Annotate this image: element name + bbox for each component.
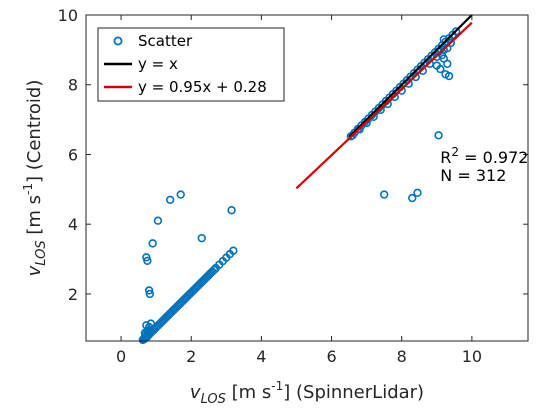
scatter-point [176, 190, 185, 199]
annotation-r2-base: R [440, 148, 451, 167]
scatter-point [140, 328, 150, 338]
y-tick-label: 4 [68, 215, 78, 234]
annotation-n: N = 312 [440, 166, 506, 185]
x-tick-label: 2 [186, 347, 196, 366]
x-tick-label: 10 [462, 347, 482, 366]
scatter-point [443, 59, 452, 69]
y-axis-title-units: [m s [24, 195, 45, 240]
y-tick-label: 2 [68, 285, 78, 304]
scatter-point [209, 265, 219, 275]
annotation-r2: R2 = 0.972 [440, 145, 528, 167]
axes-layer: 0 2 4 6 8 10 2 4 6 8 10 [58, 6, 529, 366]
y-tick-label: 8 [68, 76, 78, 95]
legend-label: y = 0.95x + 0.28 [138, 78, 267, 96]
y-axis-title-sub: LOS [34, 240, 49, 265]
x-axis-title-base: v [190, 382, 201, 403]
annotation-r2-sup: 2 [451, 145, 459, 159]
x-axis-title-sub: LOS [201, 392, 226, 407]
y-axis-title-rest: ] (Centroid) [24, 80, 45, 183]
scatter-point [153, 216, 163, 225]
scatter-point [143, 256, 152, 266]
scatter-point [144, 286, 154, 295]
scatter-point [197, 233, 206, 243]
identity-line [348, 14, 473, 138]
scatter-point [142, 321, 151, 330]
y-tick-label: 10 [58, 6, 78, 25]
scatter-point [404, 79, 413, 88]
scatter-point [436, 64, 445, 74]
scatter-point [379, 190, 389, 199]
x-axis-title-rest: ] (SpinnerLidar) [283, 382, 424, 403]
legend: Scatter y = x y = 0.95x + 0.28 [97, 27, 285, 102]
x-tick-label: 0 [116, 347, 126, 366]
x-axis-title-units: [m s [226, 382, 271, 403]
scatter-point [148, 239, 157, 248]
fit-line [295, 21, 473, 190]
scatter-point [165, 195, 175, 204]
x-axis-title-sup: -1 [271, 379, 283, 393]
x-axis-title: vLOS [m s-1] (SpinnerLidar) [190, 379, 424, 407]
scatter-point [145, 289, 155, 299]
annotation-r2-value: = 0.972 [459, 148, 528, 167]
scatter-point [348, 131, 357, 140]
scatter-point [142, 253, 151, 262]
scatter-point [444, 71, 454, 81]
scatter-point [411, 72, 420, 82]
legend-marker [113, 36, 123, 46]
y-axis-title-base: v [24, 265, 45, 276]
scatter-point [413, 188, 422, 198]
y-tick-label: 6 [68, 145, 78, 164]
y-axis-title-sup: -1 [21, 183, 35, 195]
x-tick-label: 8 [397, 347, 407, 366]
scatter-point [227, 206, 236, 215]
x-tick-label: 4 [256, 347, 266, 366]
scatter-point [390, 92, 399, 102]
scatter-point [146, 319, 156, 328]
x-tick-label: 6 [326, 347, 336, 366]
scatter-point [229, 246, 238, 255]
scatter-point [434, 131, 443, 140]
y-axis-title: vLOS [m s-1] (Centroid) [21, 80, 49, 277]
axes-box [85, 14, 529, 342]
scatter-point [451, 27, 461, 36]
legend-label: y = x [138, 55, 178, 73]
legend-label: Scatter [138, 32, 193, 50]
scatter-point [408, 193, 417, 203]
